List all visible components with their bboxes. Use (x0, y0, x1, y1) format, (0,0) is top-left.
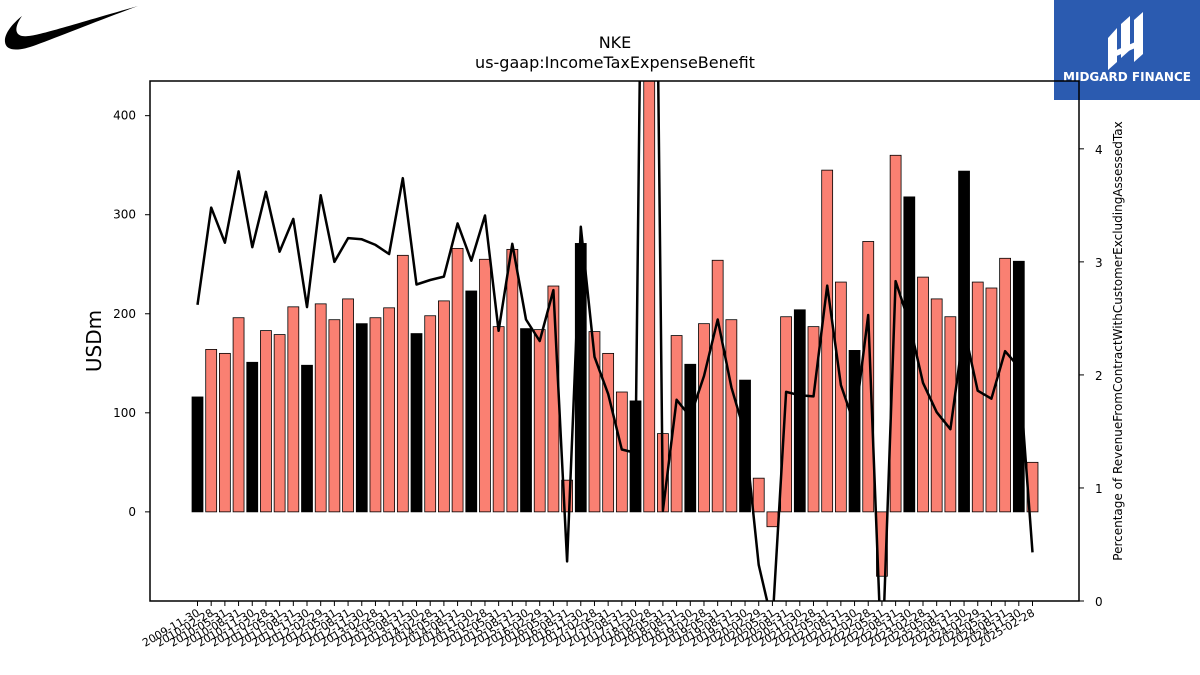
bar (561, 479, 573, 513)
bar (506, 248, 519, 513)
bar (410, 333, 423, 513)
bar (424, 315, 437, 513)
bar (958, 170, 970, 513)
y2-axis-label: Percentage of RevenueFromContractWithCus… (1111, 121, 1125, 560)
ratio-line (196, 81, 1034, 601)
bar (342, 298, 354, 513)
bar (752, 477, 765, 513)
bar (930, 298, 943, 513)
publisher-name: MIDGARD FINANCE (1063, 70, 1191, 84)
bar (246, 361, 259, 513)
midgard-logo-icon (1108, 12, 1143, 70)
bar (260, 330, 272, 513)
bar (520, 328, 532, 513)
bar (438, 300, 450, 513)
y-tick-label: 0 (128, 505, 136, 519)
bar (301, 364, 313, 513)
bar (205, 349, 218, 513)
bar (533, 329, 546, 513)
y-tick-label: 400 (113, 109, 136, 123)
y2-tick-label: 2 (1095, 369, 1103, 383)
bar (287, 306, 300, 513)
y-tick-label: 100 (113, 406, 136, 420)
plot-frame (149, 80, 1080, 602)
bars (191, 81, 1039, 577)
bar (492, 326, 505, 513)
bar (328, 319, 341, 513)
nike-swoosh-icon (4, 6, 139, 50)
bar (232, 317, 245, 513)
bar (834, 281, 847, 513)
bar (219, 352, 231, 513)
bar (944, 316, 957, 513)
bar (862, 241, 875, 513)
bar (547, 285, 560, 513)
bar (574, 243, 587, 513)
bar (807, 326, 820, 513)
y-tick-label: 200 (113, 307, 136, 321)
chart-subtitle: us-gaap:IncomeTaxExpenseBenefit (475, 53, 755, 72)
bar (684, 363, 697, 513)
y-tick-label: 300 (113, 208, 136, 222)
bar (766, 511, 779, 528)
bar (725, 319, 738, 513)
bar (793, 309, 806, 513)
bar (971, 281, 984, 513)
publisher-logo: MIDGARD FINANCE (1054, 0, 1200, 100)
ratio-line-layer (196, 81, 1034, 601)
bar (903, 196, 916, 513)
y2-tick-label: 3 (1095, 256, 1103, 270)
y-axis-label: USDm (82, 310, 106, 372)
bar (1012, 260, 1025, 513)
bar (999, 257, 1011, 513)
bar (396, 254, 409, 513)
bar (273, 334, 286, 513)
bar (698, 323, 710, 513)
y2-tick-label: 0 (1095, 595, 1103, 609)
bar (314, 303, 327, 513)
bar (369, 317, 382, 513)
bar (355, 323, 368, 513)
x-axis: 2009-11-302010-02-282010-05-312010-08-31… (140, 601, 1037, 650)
bar (821, 169, 834, 513)
y2-axis: 0 1 2 3 4 (1079, 143, 1103, 609)
y2-tick-label: 1 (1095, 482, 1103, 496)
bar (588, 331, 601, 513)
y2-tick-label: 4 (1095, 143, 1103, 157)
bar (711, 259, 724, 513)
bar (917, 276, 929, 513)
bar (643, 81, 656, 513)
bar (191, 396, 204, 513)
bar (889, 154, 902, 513)
bar (780, 316, 792, 513)
chart-title: NKE (599, 33, 632, 52)
bar (479, 258, 491, 513)
bar (615, 391, 628, 513)
bar (602, 352, 615, 513)
y-axis: 0 100 200 300 400 (113, 109, 150, 519)
bar (670, 335, 683, 513)
bar (848, 350, 861, 513)
bar (465, 290, 478, 513)
bar (451, 247, 464, 513)
bar (383, 307, 396, 513)
